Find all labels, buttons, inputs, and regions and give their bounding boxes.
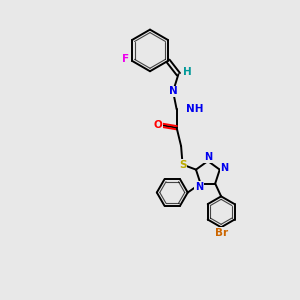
Text: F: F [122,54,129,64]
Text: N: N [204,152,212,162]
Text: Br: Br [214,228,228,238]
Text: NH: NH [186,104,204,114]
Text: S: S [179,160,186,170]
Text: N: N [220,164,229,173]
Text: N: N [195,182,203,192]
Text: O: O [154,120,162,130]
Text: H: H [183,67,192,77]
Text: N: N [169,86,177,96]
